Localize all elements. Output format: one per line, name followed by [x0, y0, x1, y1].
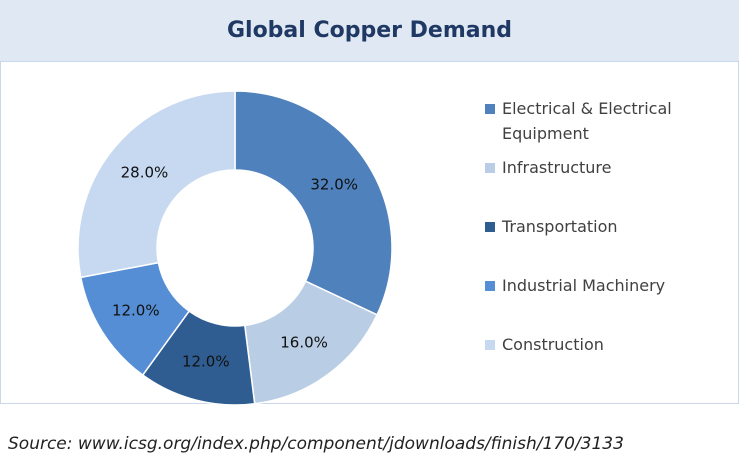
data-label: 28.0%: [121, 164, 169, 182]
donut-slice: [243, 280, 379, 405]
legend-label: Construction: [502, 335, 604, 354]
legend-label: Transportation: [502, 217, 618, 236]
legend-item: Infrastructure: [485, 155, 705, 180]
legend-swatch: [485, 104, 495, 114]
donut-slice: [234, 90, 393, 316]
data-label: 32.0%: [310, 176, 358, 194]
legend-swatch: [485, 222, 495, 232]
legend-label: Infrastructure: [502, 158, 612, 177]
data-label: 16.0%: [280, 334, 328, 352]
legend-swatch: [485, 281, 495, 291]
chart-title: Global Copper Demand: [0, 0, 739, 62]
legend-label: Industrial Machinery: [502, 276, 666, 295]
legend-label: Electrical & Electrical Equipment: [502, 99, 672, 143]
donut-slice: [77, 90, 236, 279]
legend-swatch: [485, 340, 495, 350]
legend-item: Construction: [485, 332, 705, 357]
legend-swatch: [485, 163, 495, 173]
source-note: Source: www.icsg.org/index.php/component…: [8, 434, 624, 454]
legend-item: Industrial Machinery: [485, 273, 705, 298]
data-label: 12.0%: [112, 301, 160, 319]
legend-item: Transportation: [485, 214, 705, 239]
data-label: 12.0%: [182, 352, 230, 370]
legend-item: Electrical & Electrical Equipment: [485, 96, 705, 146]
